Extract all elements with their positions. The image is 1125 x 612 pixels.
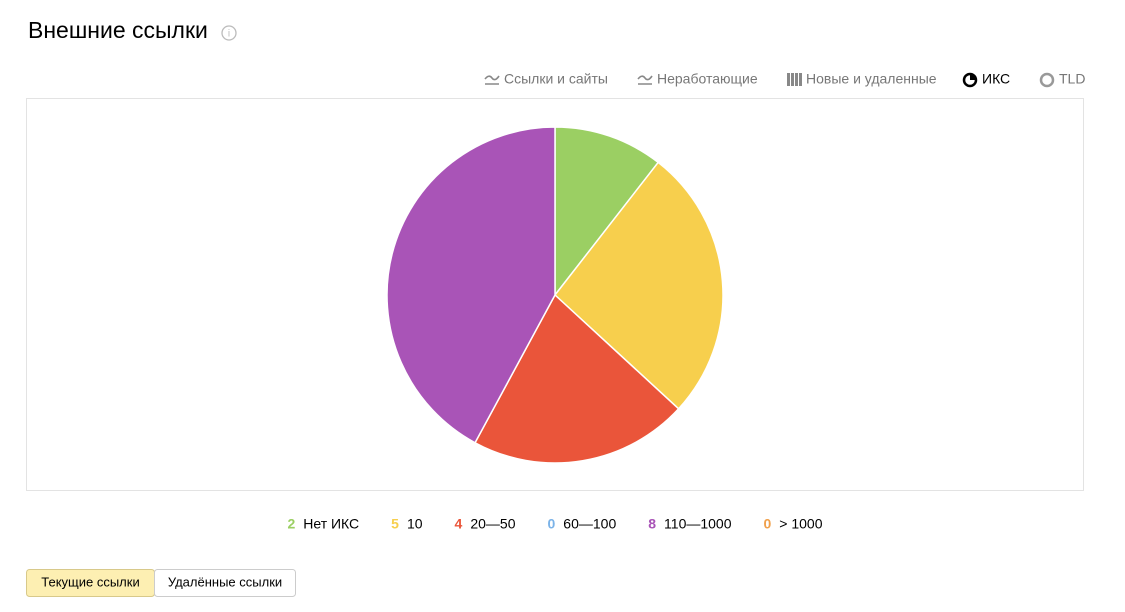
info-icon[interactable] [221,25,237,41]
button[interactable] [154,569,296,597]
legend-value: 5 [391,516,399,532]
tab-icon [970,74,976,80]
tab[interactable]: TLD [1059,71,1085,87]
button-label[interactable]: Текущие ссылки [41,574,139,589]
tab-icon [484,75,500,85]
tab[interactable]: Новые и удаленные [806,71,937,87]
legend-value: 8 [648,516,656,532]
legend-label: 10 [407,516,423,532]
tab-icon [787,73,802,86]
pie-slice [553,161,724,410]
tab-icon [1039,72,1055,88]
tab[interactable]: Ссылки и сайты [504,71,608,87]
pie-slice [386,126,556,444]
legend-label: 20—50 [470,516,515,532]
tab[interactable]: Неработающие [657,71,758,87]
tab[interactable]: ИКС [982,71,1010,87]
tab-icon [637,75,653,85]
pie-slice [474,293,680,464]
legend-value: 4 [455,516,463,532]
legend-label: 60—100 [563,516,616,532]
button-label[interactable]: Удалённые ссылки [168,574,282,589]
legend-label: > 1000 [779,516,822,532]
legend-label: Нет ИКС [303,516,359,532]
legend-value: 0 [548,516,556,532]
info-icon-glyph: i [228,29,230,40]
legend-value: 0 [764,516,772,532]
legend-label: 110—1000 [664,516,732,532]
legend: 2 Нет ИКС 5 10 4 20—50 0 60—100 8 110—1000 0 > 1000 [287,516,822,532]
pie [386,126,724,464]
pie-slice [554,126,660,298]
legend-value: 2 [287,516,295,532]
page-title: Внешние ссылки [28,17,208,43]
